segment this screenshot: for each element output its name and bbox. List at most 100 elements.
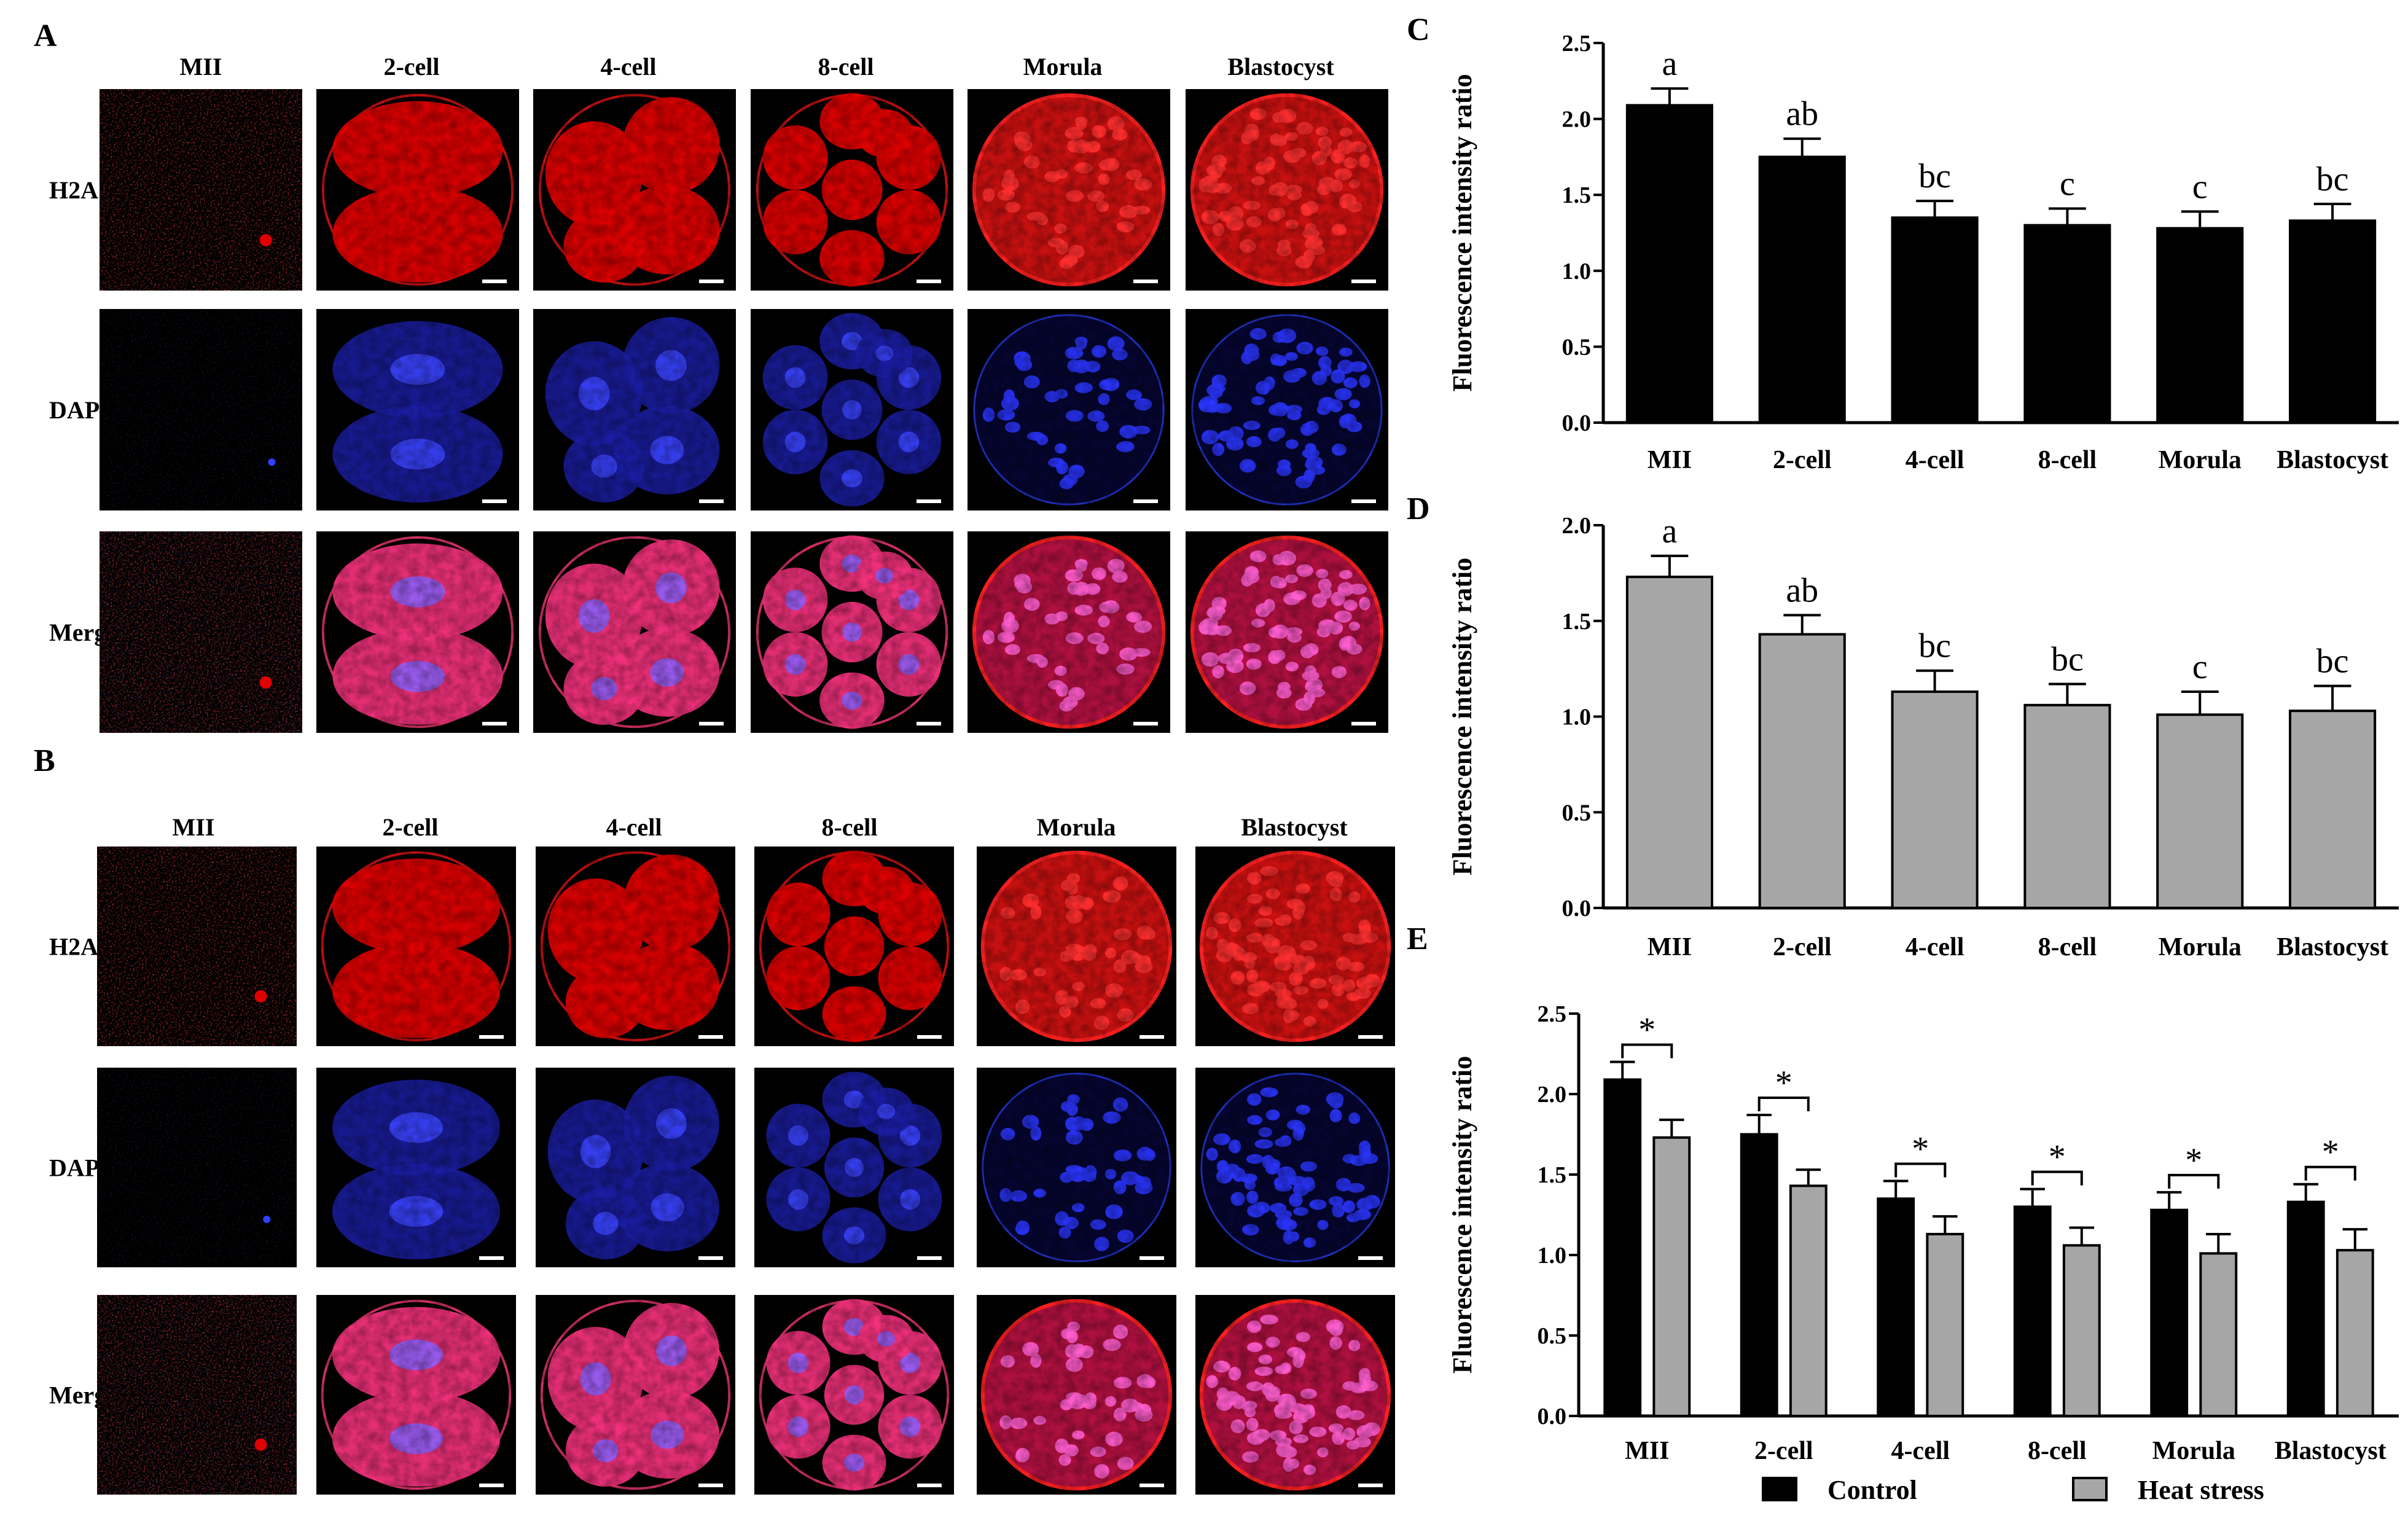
legend-swatch-heat-stress — [2072, 1477, 2108, 1501]
y-tick-label: 2.0 — [1562, 513, 1592, 539]
bar-heat-stress-mii — [1652, 1136, 1691, 1417]
chart-c: C 0.0 0.5 1.0 1.5 2.0 2.5 MII 2-cell 4-cell 8-cell… — [1407, 12, 2399, 474]
bar-heat-stress-morula — [2199, 1252, 2238, 1417]
legend-label-control: Control — [1828, 1475, 1917, 1505]
micrograph-merge-mii — [97, 1295, 297, 1495]
micrograph-merge-4-cell — [536, 1295, 735, 1495]
micrograph-merge-2-cell — [316, 1295, 516, 1495]
bar-control-mii — [1603, 1078, 1642, 1418]
significance-star: * — [1912, 1130, 1929, 1168]
micrograph-dapi-8-cell — [751, 309, 953, 510]
row-label-h2a: H2A — [49, 933, 98, 961]
bar-morula — [2156, 713, 2244, 909]
x-tick-label-mii: MII — [1625, 1437, 1669, 1465]
significance-letter: c — [2192, 648, 2208, 686]
significance-bracket — [1894, 1162, 1947, 1178]
micrograph-h2a-2-cell — [316, 847, 516, 1046]
bar-8-cell — [2023, 703, 2111, 910]
y-tick-label: 0.0 — [1538, 1404, 1567, 1429]
micrograph-dapi-blastocyst — [1195, 1068, 1395, 1267]
micrograph-dapi-morula — [968, 309, 1170, 510]
column-header-blastocyst: Blastocyst — [1227, 53, 1334, 80]
bar-4-cell — [1891, 690, 1979, 909]
micrograph-merge-2-cell — [316, 531, 519, 733]
y-tick-label: 2.0 — [1538, 1082, 1567, 1108]
x-tick-label-4-cell: 4-cell — [1906, 933, 1964, 961]
micrograph-h2a-8-cell — [754, 847, 954, 1046]
significance-letter: ab — [1786, 95, 1818, 133]
y-tick-label: 2.5 — [1538, 1001, 1567, 1027]
y-tick-label: 0.5 — [1538, 1323, 1567, 1349]
x-tick-label-morula: Morula — [2152, 1437, 2235, 1465]
micrograph-merge-4-cell — [533, 531, 736, 733]
x-tick-label-blastocyst: Blastocyst — [2277, 446, 2388, 474]
micrograph-dapi-8-cell — [754, 1068, 954, 1267]
y-tick-label: 1.0 — [1538, 1243, 1567, 1269]
chart-d: D 0.0 0.5 1.0 1.5 2.0 MII 2-cell 4-cell 8-cell Mor… — [1407, 491, 2399, 961]
column-header-4-cell: 4-cell — [606, 813, 662, 841]
micrograph-dapi-mii — [97, 1068, 297, 1267]
micrograph-dapi-2-cell — [316, 309, 519, 510]
legend-label-heat-stress: Heat stress — [2138, 1475, 2264, 1505]
panel-letter-c: C — [1407, 12, 1430, 47]
significance-letter: bc — [2316, 160, 2349, 198]
bar-2-cell — [1758, 155, 1846, 424]
micrograph-h2a-morula — [977, 847, 1176, 1046]
y-tick-label: 1.0 — [1562, 259, 1592, 284]
chart-e: E 0.0 0.5 1.0 1.5 2.0 2.5 MII 2-cell 4-cell 8-cell… — [1407, 921, 2399, 1505]
bar-mii — [1625, 104, 1713, 424]
x-tick-label-2-cell: 2-cell — [1754, 1437, 1813, 1465]
column-header-morula: Morula — [1037, 813, 1116, 841]
significance-star: * — [1775, 1064, 1792, 1102]
micrograph-h2a-blastocyst — [1195, 847, 1395, 1046]
bar-4-cell — [1891, 216, 1979, 424]
bar-blastocyst — [2289, 219, 2377, 424]
panel-b-micrographs: B MII 2-cell 4-cell 8-cell Morula Blastocyst H2… — [34, 743, 1395, 1495]
x-tick-label-mii: MII — [1648, 933, 1692, 961]
bar-2-cell — [1758, 633, 1846, 910]
x-tick-label-morula: Morula — [2159, 933, 2242, 961]
bar-mii — [1625, 576, 1713, 909]
significance-bracket — [1621, 1043, 1673, 1058]
x-tick-label-4-cell: 4-cell — [1906, 446, 1964, 474]
x-tick-label-8-cell: 8-cell — [2038, 446, 2097, 474]
significance-bracket — [2304, 1165, 2356, 1181]
bar-control-4-cell — [1877, 1197, 1915, 1418]
column-header-2-cell: 2-cell — [383, 53, 439, 80]
micrograph-merge-8-cell — [751, 531, 953, 733]
y-axis-label: Fluorescence intensity ratio — [1447, 1056, 1477, 1374]
legend-swatch-control — [1762, 1477, 1797, 1501]
y-tick-label: 1.0 — [1562, 705, 1592, 730]
micrograph-h2a-8-cell — [751, 89, 953, 291]
y-tick-label: 0.0 — [1562, 410, 1592, 436]
y-tick-label: 2.0 — [1562, 107, 1592, 133]
significance-bracket — [1757, 1097, 1810, 1112]
micrograph-merge-blastocyst — [1195, 1295, 1395, 1495]
column-header-2-cell: 2-cell — [382, 813, 438, 841]
significance-star: * — [1638, 1011, 1656, 1049]
column-header-4-cell: 4-cell — [600, 53, 656, 80]
y-tick-label: 0.5 — [1562, 800, 1592, 826]
bar-8-cell — [2023, 224, 2111, 424]
bar-control-8-cell — [2013, 1205, 2052, 1418]
x-tick-label-blastocyst: Blastocyst — [2275, 1437, 2386, 1465]
x-tick-label-mii: MII — [1648, 446, 1692, 474]
micrograph-h2a-2-cell — [316, 89, 519, 291]
significance-letter: bc — [1918, 157, 1951, 195]
micrograph-merge-mii — [100, 531, 302, 733]
y-tick-label: 0.5 — [1562, 334, 1592, 360]
micrograph-dapi-morula — [977, 1068, 1176, 1267]
micrograph-h2a-4-cell — [536, 847, 735, 1046]
y-tick-label: 1.5 — [1562, 182, 1592, 208]
significance-letter: a — [1662, 512, 1677, 550]
significance-letter: bc — [1918, 627, 1951, 665]
y-tick-label: 1.5 — [1538, 1162, 1567, 1188]
micrograph-merge-morula — [977, 1295, 1176, 1495]
column-header-morula: Morula — [1023, 53, 1103, 80]
column-header-8-cell: 8-cell — [821, 813, 877, 841]
micrograph-h2a-morula — [968, 89, 1170, 291]
x-tick-label-8-cell: 8-cell — [2028, 1437, 2087, 1465]
y-axis-label: Fluorescence intensity ratio — [1447, 74, 1477, 391]
panel-letter-e: E — [1407, 921, 1428, 956]
micrograph-h2a-4-cell — [533, 89, 736, 291]
